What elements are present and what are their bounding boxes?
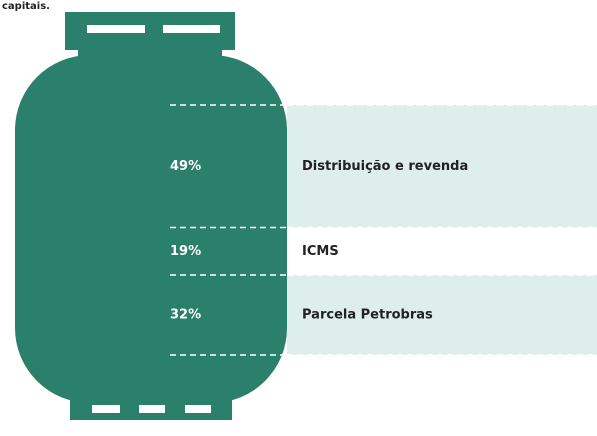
band	[287, 275, 597, 355]
foot-slot	[92, 405, 120, 413]
handle-slot	[163, 25, 220, 33]
gas-cylinder	[15, 12, 287, 420]
category-label: ICMS	[302, 244, 339, 259]
subtitle: capitais.	[2, 1, 50, 12]
category-label: Parcela Petrobras	[302, 308, 433, 323]
value-label: 49%	[170, 159, 201, 174]
foot-slot	[185, 405, 211, 413]
category-label: Distribuição e revenda	[302, 159, 468, 174]
band	[287, 105, 597, 228]
foot-slot	[139, 405, 165, 413]
cylinder-body	[15, 55, 287, 403]
band	[287, 227, 597, 275]
value-label: 32%	[170, 308, 201, 323]
handle-slot	[87, 25, 145, 33]
value-label: 19%	[170, 244, 201, 259]
